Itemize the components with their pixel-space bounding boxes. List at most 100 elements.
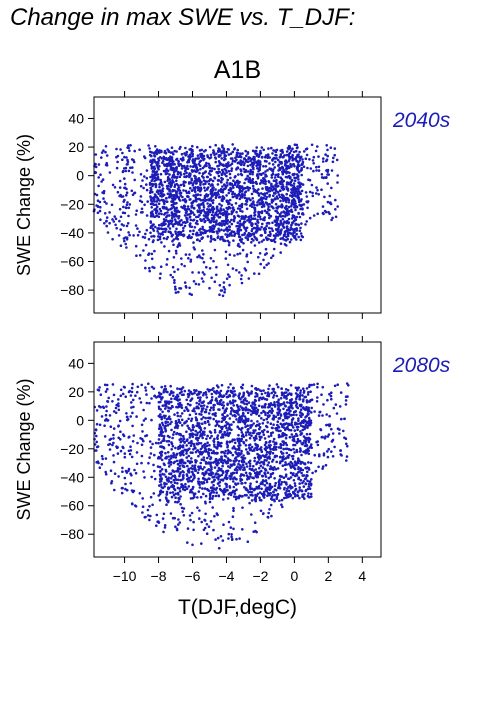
scatter-point: [206, 235, 210, 238]
scatter-point: [344, 399, 348, 402]
scatter-point: [305, 421, 309, 425]
scatter-point: [258, 461, 261, 465]
scatter-point: [306, 466, 309, 469]
scatter-point: [144, 266, 147, 270]
scatter-point: [254, 399, 258, 403]
scatter-point: [204, 447, 207, 450]
scatter-point: [296, 389, 299, 392]
scatter-point: [273, 240, 277, 244]
scatter-point: [237, 182, 240, 185]
scatter-point: [153, 394, 157, 398]
scatter-point: [227, 493, 231, 496]
scatter-point: [177, 223, 180, 226]
scatter-point: [191, 464, 194, 468]
scatter-point: [232, 495, 236, 498]
scatter-point: [194, 429, 197, 433]
scatter-point: [178, 464, 181, 468]
scatter-point: [199, 211, 203, 215]
scatter-point: [270, 205, 273, 208]
scatter-point: [332, 156, 335, 160]
scatter-point: [250, 499, 254, 502]
scatter-point: [118, 179, 122, 183]
scatter-point: [196, 145, 199, 149]
scatter-point: [192, 206, 196, 210]
scatter-point: [317, 169, 321, 172]
scatter-point: [182, 434, 185, 438]
scatter-point: [213, 177, 217, 180]
scatter-point: [195, 178, 199, 181]
scatter-point: [318, 410, 322, 414]
scatter-point: [253, 214, 256, 217]
scatter-point: [201, 468, 204, 471]
scatter-point: [335, 412, 339, 415]
scatter-point: [140, 383, 143, 387]
scatter-point: [287, 201, 291, 204]
scatter-point: [277, 175, 280, 178]
scatter-point: [235, 168, 238, 171]
scatter-point: [293, 435, 297, 438]
scatter-point: [289, 183, 293, 187]
scatter-point: [260, 240, 264, 243]
scatter-point: [224, 233, 227, 236]
scatter-point: [141, 430, 144, 433]
scatter-point: [188, 403, 192, 407]
scatter-point: [281, 431, 285, 435]
scatter-point: [265, 459, 268, 462]
scatter-point: [104, 413, 108, 417]
scatter-point: [163, 202, 166, 205]
scatter-point: [197, 393, 200, 396]
scatter-point: [165, 263, 168, 266]
scatter-point: [270, 182, 273, 186]
scatter-point: [204, 512, 207, 516]
scatter-point: [306, 474, 309, 478]
scatter-point: [197, 162, 201, 166]
scatter-point: [172, 391, 175, 394]
scatter-point: [198, 517, 201, 520]
scatter-point: [95, 193, 99, 197]
scatter-point: [158, 207, 162, 211]
scatter-point: [185, 174, 189, 178]
scatter-point: [173, 460, 176, 464]
scatter-point: [292, 401, 296, 404]
scatter-point: [108, 221, 111, 225]
scatter-point: [267, 461, 271, 464]
scatter-point: [257, 194, 261, 197]
scatter-point: [233, 468, 237, 472]
scatter-point: [183, 448, 187, 452]
scatter-point: [208, 286, 211, 290]
scatter-point: [151, 240, 155, 244]
scatter-point: [162, 237, 166, 240]
scatter-point: [197, 177, 201, 180]
scatter-point: [198, 213, 201, 217]
scatter-point: [164, 230, 167, 233]
scatter-point: [199, 465, 202, 468]
scatter-point: [222, 523, 225, 526]
scatter-point: [225, 483, 228, 486]
scatter-point: [301, 394, 304, 397]
scatter-point: [172, 173, 175, 177]
scatter-point: [292, 479, 296, 482]
scatter-point: [119, 215, 123, 219]
scatter-point: [227, 191, 231, 195]
scatter-point: [267, 435, 271, 438]
scatter-point: [338, 405, 342, 408]
scatter-point: [266, 421, 270, 424]
scatter-point: [150, 475, 153, 479]
scatter-point: [212, 408, 215, 412]
scatter-point: [332, 406, 336, 410]
scatter-point: [171, 189, 174, 193]
scatter-point: [285, 213, 289, 217]
scatter-point: [315, 440, 318, 444]
scatter-point: [271, 229, 275, 232]
scatter-point: [206, 202, 209, 205]
scatter-point: [304, 441, 307, 445]
scatter-point: [125, 236, 129, 239]
scatter-point: [226, 429, 229, 432]
scatter-point: [184, 146, 187, 150]
scatter-point: [213, 280, 217, 284]
scatter-point: [134, 471, 138, 475]
scatter-point: [221, 470, 224, 473]
scatter-point: [328, 392, 331, 396]
scatter-point: [281, 217, 285, 221]
scatter-point: [286, 237, 290, 241]
